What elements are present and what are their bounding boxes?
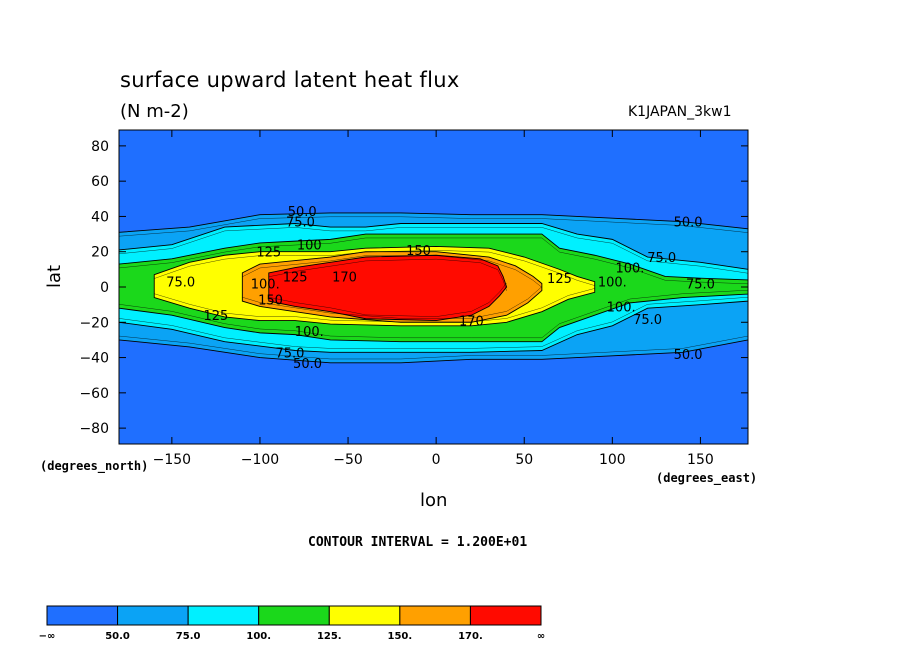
contour-label: 100.: [598, 276, 627, 291]
contour-label: 50.0: [674, 348, 703, 363]
contour-label: 100.: [615, 262, 644, 277]
y-tick-label: −80: [79, 421, 109, 437]
colorbar-label: 100.: [246, 631, 271, 642]
contour-line-75-south: [119, 296, 748, 349]
y-axis-label: lat: [44, 264, 65, 288]
contour-line-100-north: [119, 237, 748, 285]
chart-title: surface upward latent heat flux: [120, 68, 460, 92]
colorbar-label: 150.: [388, 631, 413, 642]
colorbar-swatch: [328, 605, 401, 626]
contour-label: 75.0: [686, 277, 715, 292]
colorbar-swatch: [469, 605, 542, 626]
contour-label: 100.: [251, 277, 280, 292]
contour-label: 125: [547, 272, 572, 287]
y-tick-label: −20: [79, 315, 109, 331]
contour-label: 100.: [295, 325, 324, 340]
chart-units: (N m-2): [120, 101, 189, 122]
contour-label: 125: [283, 270, 308, 285]
x-tick-label: −100: [241, 452, 279, 468]
x-tick-label: −150: [153, 452, 191, 468]
x-tick-label: −50: [333, 452, 363, 468]
colorbar-label: −∞: [39, 631, 56, 642]
contour-label: 75.0: [166, 276, 195, 291]
contour-label: 75.0: [633, 313, 662, 328]
contour-label: 100.: [607, 300, 636, 315]
contour-label: 50.0: [288, 205, 317, 220]
contour-label: 75.0: [275, 346, 304, 361]
contour-line-100-south: [119, 289, 748, 339]
y-tick-label: 0: [100, 280, 109, 296]
x-unit-label: (degrees_north): [40, 459, 149, 473]
contour-line-150-north: [242, 255, 543, 288]
contour-label: 150: [406, 244, 431, 259]
x-tick-label: 0: [432, 452, 441, 468]
y-tick-label: 60: [91, 174, 109, 190]
colorbar-label: 75.0: [176, 631, 201, 642]
contour-label: 75.0: [647, 251, 676, 266]
contour-label: 150: [258, 293, 283, 308]
contour-line-125-south: [154, 288, 595, 323]
contour-line-170-south: [268, 282, 507, 317]
contour-label: 170: [459, 315, 484, 330]
contour-line-50-north: [119, 216, 748, 237]
contour-label: 125: [256, 246, 281, 261]
y-tick-label: 20: [91, 245, 109, 261]
colorbar-swatch: [187, 605, 260, 626]
y-tick-label: −60: [79, 386, 109, 402]
contour-label: 170: [332, 270, 357, 285]
contour-line-50-south: [119, 335, 748, 360]
colorbar-swatch: [46, 605, 119, 626]
contour-line-170-north: [268, 258, 507, 291]
contour-label: 100: [297, 239, 322, 254]
contour-label: 50.0: [674, 216, 703, 231]
colorbar-swatch: [117, 605, 189, 626]
colorbar-label: 125.: [317, 631, 342, 642]
x-tick-label: 150: [687, 452, 714, 468]
y-tick-label: 80: [91, 139, 109, 155]
contour-line-125-north: [154, 250, 595, 286]
colorbar-label: ∞: [537, 631, 545, 642]
colorbar-label: 170.: [458, 631, 483, 642]
x-axis-label: lon: [420, 490, 448, 511]
y-unit-label: (degrees_east): [656, 471, 758, 485]
colorbar-label: 50.0: [105, 631, 130, 642]
y-tick-label: −40: [79, 351, 109, 367]
contour-label: 75.0: [286, 216, 315, 231]
contour-line-75-north: [119, 227, 748, 274]
contour-interval: CONTOUR INTERVAL = 1.200E+01: [308, 535, 528, 550]
colorbar-swatch: [258, 605, 330, 626]
contour-label: 125: [203, 309, 228, 324]
x-tick-label: 50: [515, 452, 533, 468]
y-tick-label: 40: [91, 209, 109, 225]
colorbar-swatch: [399, 605, 471, 626]
contour-label: 50.0: [293, 357, 322, 372]
run-label: K1JAPAN_3kw1: [628, 104, 732, 120]
contour-line-150-south: [242, 286, 543, 319]
contour-band-170: [268, 254, 508, 321]
x-tick-label: 100: [599, 452, 626, 468]
